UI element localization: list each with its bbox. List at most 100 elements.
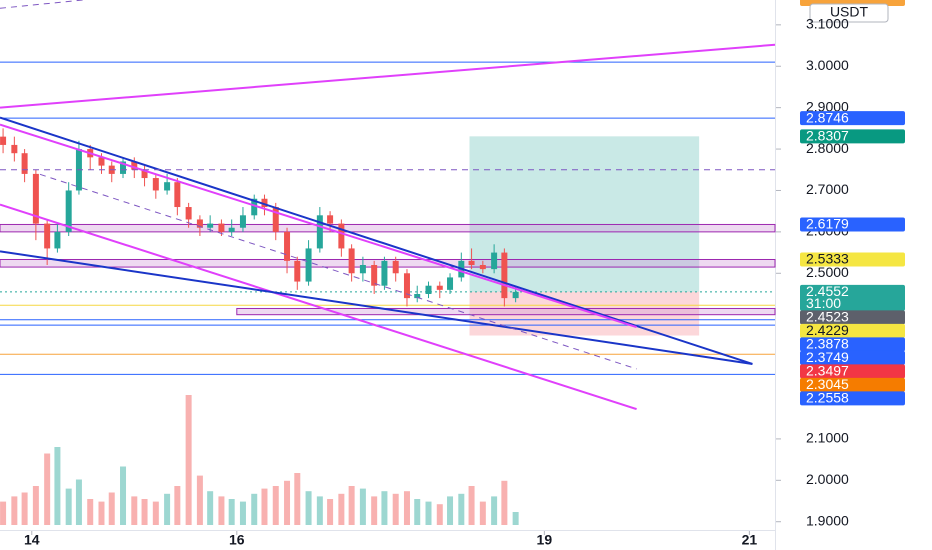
volume-bar [338,493,345,525]
volume-bar [75,479,82,525]
price-tag: 2.3045 [800,376,905,392]
position-profit-zone [469,136,700,292]
volume-bar [458,493,465,525]
trend-line [0,250,753,365]
volume-bar [316,496,323,525]
trend-line [0,203,637,411]
volume-bar [381,491,388,525]
candle-body [348,248,355,274]
volume-bar [32,486,39,525]
price-tag-box [800,310,905,325]
candle-body [44,223,51,249]
price-tag-label: 2.4552 [806,283,849,299]
volume-bar [0,501,7,525]
price-tag: 2.6179 [800,216,905,232]
volume-bar [512,512,519,525]
candle-body [164,182,171,191]
zone-band [0,223,776,233]
price-tag-label: 2.2558 [806,390,849,406]
price-tag-box [800,129,905,144]
price-tag-box [800,391,905,406]
price-tag-label: 2.5333 [806,251,849,267]
candle-body [359,265,366,274]
y-tick-label: 2.5000 [806,264,849,280]
price-tag: 2.8307 [800,128,905,144]
price-tag: 2.3878 [800,336,905,352]
candle-body [251,198,258,216]
price-tag-box [800,252,905,267]
candle-body [207,223,214,228]
volume-bar [479,501,486,525]
volume-bar [414,499,421,525]
candle-body [512,291,519,299]
price-tag-box [800,377,905,392]
trend-line [39,173,637,370]
volume-bar [251,493,258,525]
candle-body [218,223,225,232]
volume-bar [174,486,181,525]
price-tag-box [800,217,905,232]
currency-label: USDT [830,4,869,20]
candle-body [65,190,72,232]
candle-body [381,260,388,286]
volume-bar [65,488,72,525]
volume-bar [131,496,138,525]
zone-band [0,258,776,268]
candle-body [284,231,291,261]
y-tick-label: 3.0000 [806,57,849,73]
y-tick-label: 2.1000 [806,430,849,446]
price-tag-label: 2.6179 [806,216,849,232]
candle-body [425,285,432,294]
volume-bar [164,493,171,525]
candle-body [131,161,138,170]
candle-body [21,153,28,174]
volume-bar [294,473,301,525]
candle-body [11,144,18,154]
candle-body [174,182,181,208]
x-tick-label: 21 [742,532,758,548]
candle-body [447,277,454,290]
candle-body [272,207,279,232]
price-tag: 2.4523 [800,309,905,325]
candle-body [294,260,301,282]
volume-bar [54,447,61,525]
volume-bar [11,496,18,525]
volume-bar [196,475,203,525]
volume-bar [21,492,28,525]
volume-bar [403,491,410,525]
volume-bar [261,488,268,525]
volume-bar [152,501,159,525]
volume-bar [436,504,443,525]
candle-body [501,252,508,299]
price-tag-box [800,364,905,379]
volume-bar [284,480,291,525]
price-tag-countdown: 31:00 [806,295,841,311]
price-tag: 2.2558 [800,390,905,406]
candle-body [98,157,105,166]
price-tag-box [800,323,905,338]
price-tag: 2.3749 [800,349,905,365]
price-tag: 2.5333 [800,251,905,267]
y-tick-label: 2.7000 [806,181,849,197]
volume-bar [44,453,51,525]
candle-body [392,260,399,274]
price-tag-box [800,284,905,311]
volume-bar [305,491,312,525]
price-tag: 2.3497 [800,363,905,379]
zone-band [236,307,776,316]
volume-bar [228,499,235,525]
volume-bar [185,395,192,525]
price-tag-label: 2.3045 [806,376,849,392]
x-tick-label: 19 [537,532,553,548]
price-tag-box [800,111,905,126]
candle-body [468,260,475,265]
candle-body [316,215,323,249]
candle-body [491,252,498,270]
price-tag: 2.4229 [800,322,905,338]
price-tag-label: 2.8746 [806,109,849,125]
volume-bar [272,486,279,525]
volume-bar [348,486,355,525]
volume-bar [141,499,148,525]
y-tick-label: 2.0000 [806,471,849,487]
